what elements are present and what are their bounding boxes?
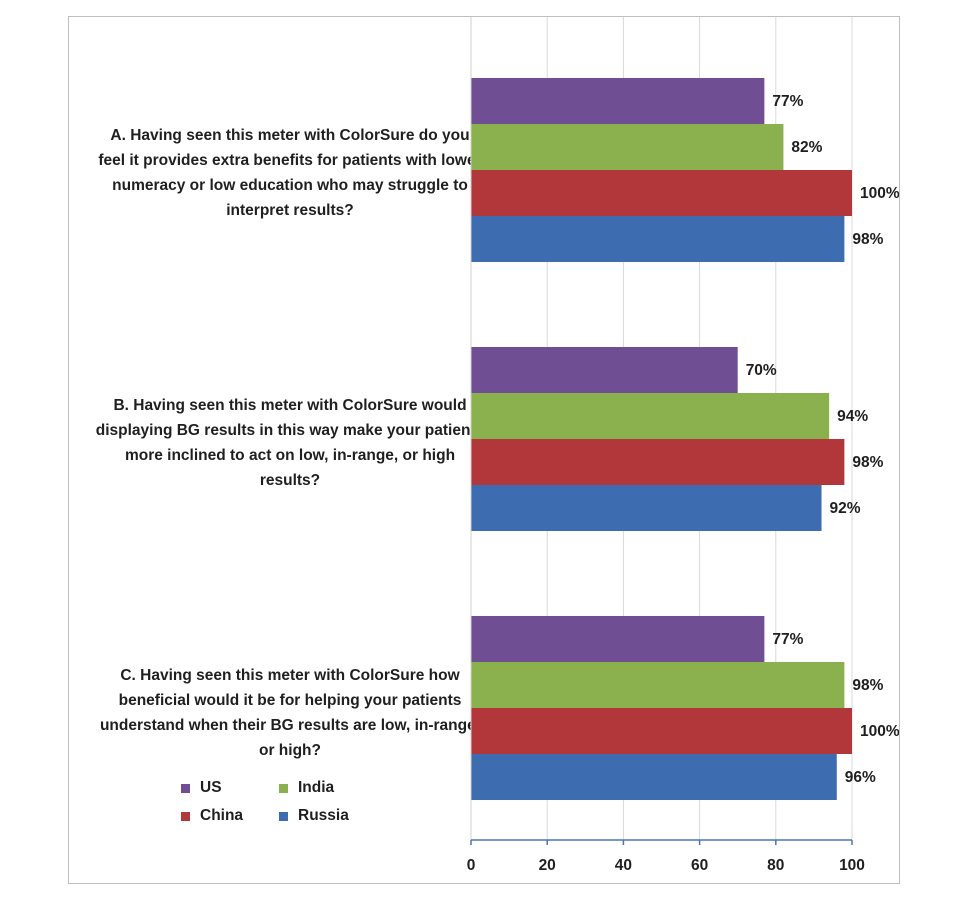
x-tick-label-60: 60 (691, 857, 708, 874)
data-label-russia-a: 98% (852, 231, 883, 248)
data-label-china-b: 98% (852, 454, 883, 471)
data-label-russia-c: 96% (845, 769, 876, 786)
question-a-label: A. Having seen this meter with ColorSure… (98, 127, 482, 219)
bar-india-b (471, 393, 830, 439)
bar-china-c (471, 708, 852, 754)
bar-china-a (471, 170, 852, 216)
data-label-us-c: 77% (772, 631, 803, 648)
bar-chart: 77% 82% 100% 98% 70% 94% 98% 92% 77% 98% 100% 96% 0 2… (467, 17, 899, 874)
data-label-india-c: 98% (852, 677, 883, 694)
legend-label-china: China (200, 807, 244, 824)
data-label-india-b: 94% (837, 408, 868, 425)
data-label-us-a: 77% (772, 93, 803, 110)
data-label-china-a: 100% (860, 185, 899, 202)
bar-india-a (471, 124, 784, 170)
data-label-india-a: 82% (791, 139, 822, 156)
legend-swatch-us (181, 783, 190, 793)
legend-swatch-russia (279, 811, 288, 821)
bar-russia-b (471, 485, 822, 531)
bar-russia-a (471, 216, 845, 262)
bar-china-b (471, 439, 845, 485)
legend-swatch-india (279, 783, 288, 793)
legend-label-india: India (298, 779, 335, 796)
x-tick-label-80: 80 (767, 857, 784, 874)
legend-item-india: India (279, 779, 334, 797)
legend-item-us: US (181, 779, 222, 797)
bar-russia-c (471, 754, 837, 800)
data-label-us-b: 70% (746, 362, 777, 379)
data-label-russia-b: 92% (830, 500, 861, 517)
bar-us-b (471, 347, 738, 393)
question-c-label: C. Having seen this meter with ColorSure… (99, 667, 481, 759)
legend-item-china: China (181, 807, 243, 825)
x-tick-label-100: 100 (839, 857, 865, 874)
legend-label-russia: Russia (298, 807, 349, 824)
legend-item-russia: Russia (279, 807, 349, 825)
x-tick-label-20: 20 (539, 857, 556, 874)
legend-swatch-china (181, 811, 190, 821)
question-b-label: B. Having seen this meter with ColorSure… (95, 397, 485, 489)
legend-label-us: US (200, 779, 222, 796)
x-tick-label-40: 40 (615, 857, 632, 874)
bar-us-a (471, 78, 765, 124)
x-tick-label-0: 0 (467, 857, 476, 874)
bar-us-c (471, 616, 765, 662)
bar-india-c (471, 662, 845, 708)
data-label-china-c: 100% (860, 723, 899, 740)
chart-frame: A. Having seen this meter with ColorSure… (68, 16, 900, 884)
